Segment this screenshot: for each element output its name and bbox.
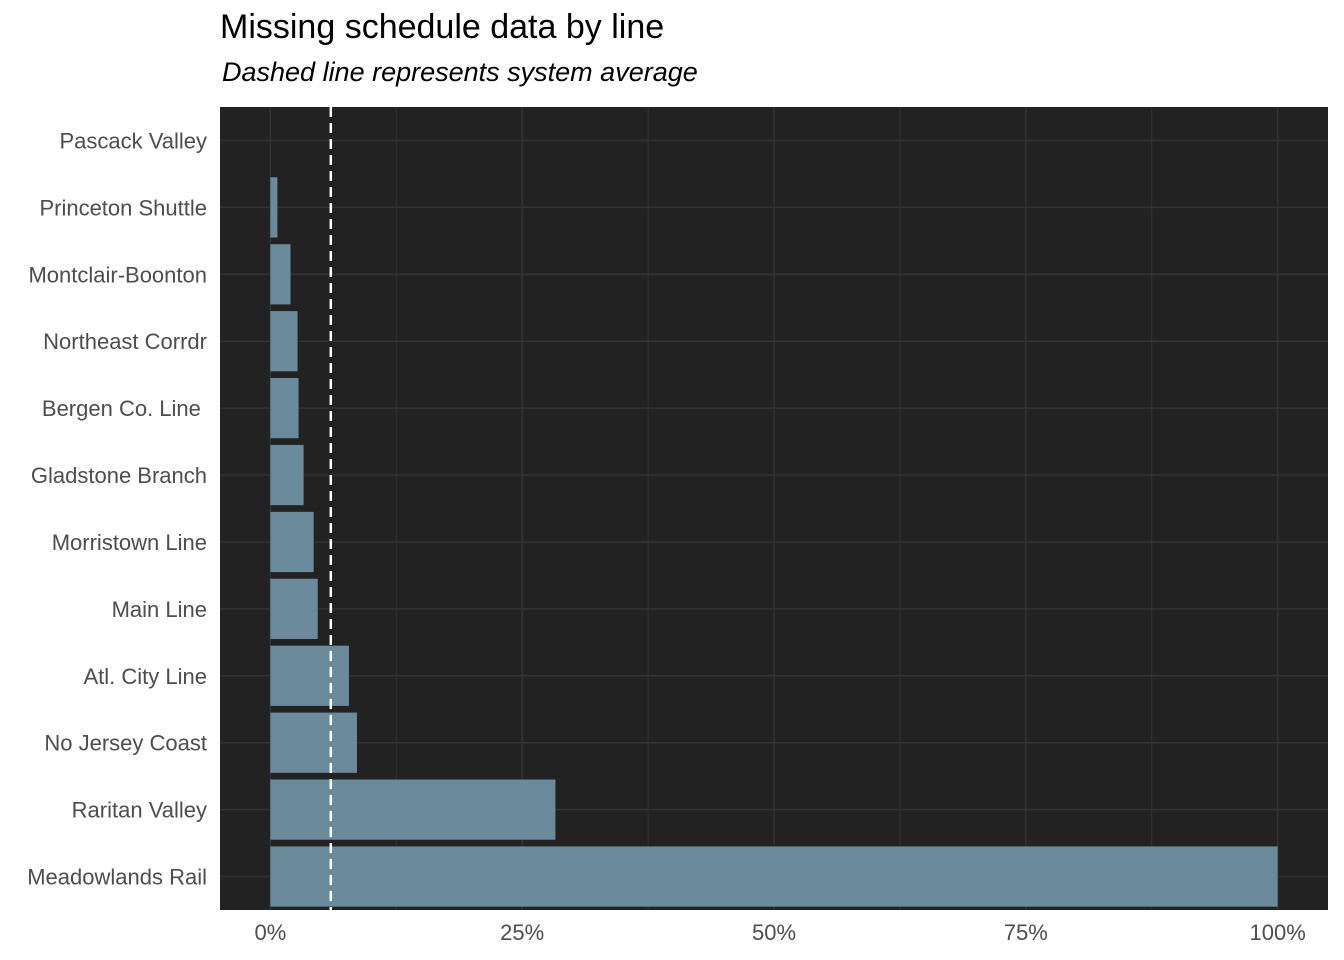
bar bbox=[270, 244, 291, 305]
bar bbox=[270, 645, 349, 706]
y-tick-label: Morristown Line bbox=[52, 530, 207, 555]
y-tick-label: Gladstone Branch bbox=[31, 463, 207, 488]
y-tick-label: No Jersey Coast bbox=[44, 731, 207, 756]
bar bbox=[270, 779, 556, 840]
y-tick-label: Pascack Valley bbox=[59, 128, 207, 153]
y-tick-labels: Pascack Valley Princeton Shuttle Montclair… bbox=[27, 128, 207, 889]
x-tick-label: 100% bbox=[1249, 920, 1305, 945]
y-tick-label: Atl. City Line bbox=[84, 664, 208, 689]
chart-title: Missing schedule data by line bbox=[220, 8, 665, 46]
gridlines bbox=[220, 107, 1328, 910]
bar bbox=[270, 444, 304, 506]
bars bbox=[270, 177, 1278, 907]
y-tick-label: Meadowlands Rail bbox=[27, 865, 207, 890]
chart-subtitle: Dashed line represents system average bbox=[222, 57, 698, 87]
bar bbox=[270, 311, 298, 372]
y-tick-label: Main Line bbox=[112, 597, 207, 622]
bar bbox=[270, 578, 318, 639]
y-tick-label: Northeast Corrdr bbox=[43, 329, 207, 354]
x-tick-label: 75% bbox=[1004, 920, 1048, 945]
x-tick-labels: 0% 25% 50% 75% 100% bbox=[254, 920, 1305, 945]
x-tick-label: 25% bbox=[500, 920, 544, 945]
bar bbox=[270, 846, 1278, 907]
bar bbox=[270, 177, 278, 238]
y-tick-label: Raritan Valley bbox=[72, 798, 207, 823]
x-tick-label: 50% bbox=[752, 920, 796, 945]
bar bbox=[270, 712, 357, 773]
bar bbox=[270, 511, 314, 573]
x-tick-label: 0% bbox=[254, 920, 286, 945]
y-tick-label: Bergen Co. Line bbox=[42, 396, 207, 421]
y-tick-label: Montclair-Boonton bbox=[28, 262, 207, 287]
bar bbox=[270, 378, 299, 439]
y-tick-label: Princeton Shuttle bbox=[39, 195, 207, 220]
